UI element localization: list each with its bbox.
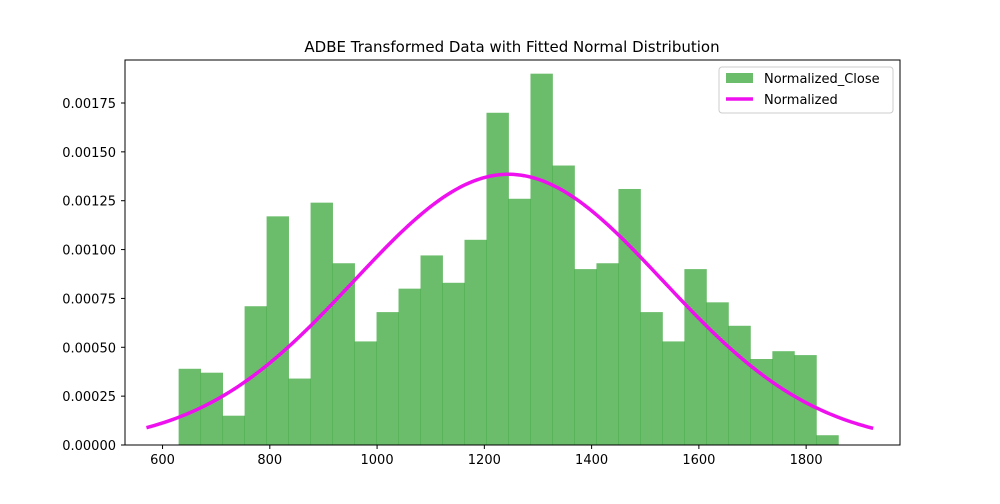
histogram-bar: [266, 216, 289, 445]
histogram-bar: [354, 341, 377, 445]
histogram-bar: [772, 351, 795, 445]
histogram-bar: [442, 282, 465, 445]
histogram-bar: [464, 239, 487, 445]
histogram-bar: [310, 202, 333, 445]
chart-title: ADBE Transformed Data with Fitted Normal…: [304, 38, 719, 56]
y-tick-label: 0.00025: [62, 390, 116, 405]
x-axis: 600 800 1000 1200 1400 1600 1800: [150, 445, 823, 468]
x-tick-label: 1800: [790, 453, 823, 468]
histogram-bar: [728, 325, 751, 445]
y-axis: 0.00000 0.00025 0.00050 0.00075 0.00100 0.001…: [62, 97, 125, 454]
legend-swatch-histogram: [726, 73, 753, 83]
histogram-bars: [178, 73, 839, 446]
histogram-bar: [398, 288, 421, 445]
histogram-bar: [596, 263, 619, 445]
legend-label-histogram: Normalized_Close: [764, 72, 880, 87]
histogram-bar: [222, 415, 245, 445]
legend-label-normal-curve: Normalized: [764, 93, 838, 108]
x-tick-label: 1400: [575, 453, 608, 468]
x-tick-label: 600: [150, 453, 175, 468]
y-tick-label: 0.00050: [62, 341, 116, 356]
histogram-bar: [662, 341, 685, 445]
histogram-bar: [574, 269, 597, 445]
histogram-bar: [200, 372, 224, 445]
histogram-bar: [750, 359, 773, 445]
normal-curve: [145, 172, 874, 431]
histogram-bar: [288, 378, 311, 445]
normal-curve-layer: [145, 172, 874, 431]
histogram-bar: [332, 263, 355, 445]
histogram-bar: [640, 312, 663, 445]
legend-box: [718, 66, 894, 114]
histogram-bar: [530, 73, 553, 446]
histogram-bar: [552, 165, 575, 445]
plot-frame: [124, 59, 901, 446]
y-tick-label: 0.00100: [62, 244, 116, 259]
histogram-bar: [684, 269, 707, 445]
x-tick-label: 1600: [682, 453, 715, 468]
x-tick-label: 800: [257, 453, 282, 468]
histogram-bar: [178, 368, 202, 445]
histogram-bar: [376, 312, 399, 445]
histogram-bar: [794, 355, 817, 445]
legend: Normalized_Close Normalized: [718, 66, 894, 114]
x-tick-label: 1000: [361, 453, 394, 468]
y-tick-label: 0.00150: [62, 146, 116, 161]
histogram-bar: [508, 198, 531, 445]
x-tick-label: 1200: [468, 453, 501, 468]
histogram-bar: [486, 112, 509, 446]
histogram-bar: [618, 188, 641, 446]
histogram-bar: [706, 302, 729, 445]
histogram-bar: [420, 255, 443, 445]
y-tick-label: 0.00000: [62, 439, 116, 454]
y-tick-label: 0.00175: [62, 97, 116, 112]
y-tick-label: 0.00125: [62, 195, 116, 210]
y-tick-label: 0.00075: [62, 292, 116, 307]
histogram-bar: [816, 435, 839, 445]
